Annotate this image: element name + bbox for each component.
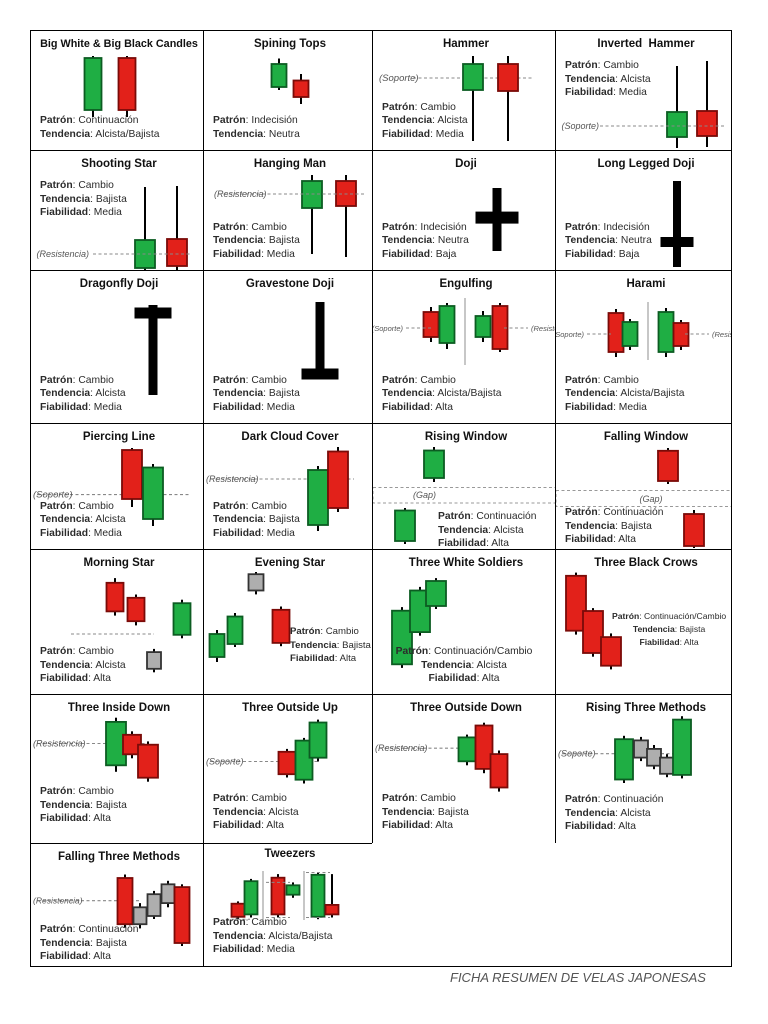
svg-text:(Resistencia): (Resistencia) (531, 324, 555, 333)
svg-text:(Gap): (Gap) (413, 490, 436, 500)
svg-text:(Soporte): (Soporte) (561, 121, 599, 131)
svg-text:(Soporte): (Soporte) (206, 757, 244, 767)
svg-text:(Resistencia): (Resistencia) (214, 189, 267, 199)
svg-text:(Resistencia): (Resistencia) (33, 739, 86, 749)
svg-text:(Gap): (Gap) (639, 494, 662, 504)
svg-text:(Resistencia): (Resistencia) (36, 249, 89, 259)
svg-text:(Soporte): (Soporte) (379, 73, 419, 84)
svg-text:(Resistencia): (Resistencia) (375, 743, 428, 753)
svg-text:(Resistencia): (Resistencia) (33, 896, 83, 906)
svg-text:(Soporte): (Soporte) (555, 330, 585, 339)
svg-text:(Resistencia): (Resistencia) (206, 474, 259, 484)
svg-text:(Soporte): (Soporte) (558, 749, 596, 759)
svg-text:(Soporte): (Soporte) (372, 324, 404, 333)
svg-text:(Resistencia): (Resistencia) (712, 330, 732, 339)
